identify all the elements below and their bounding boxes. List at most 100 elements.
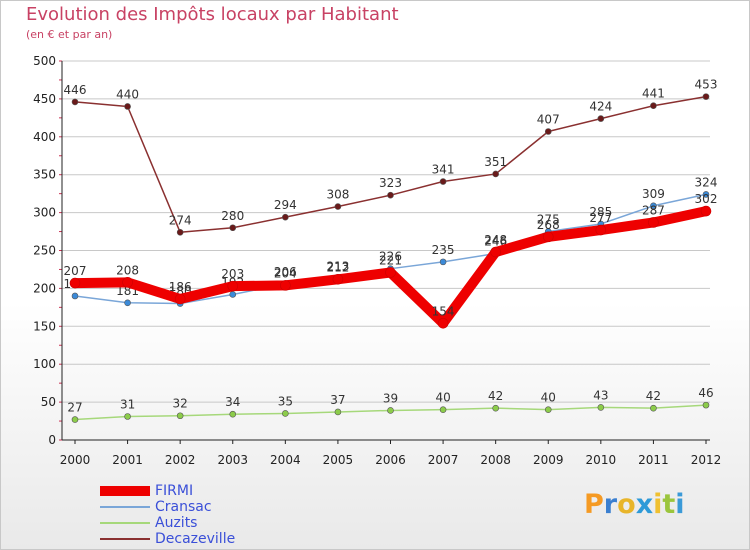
y-tick-label: 400 <box>33 130 56 144</box>
data-label-firmi: 287 <box>642 203 665 217</box>
data-point-firmi <box>174 293 186 305</box>
data-point-firmi <box>542 231 554 243</box>
data-label-cransac: 235 <box>432 243 455 257</box>
x-tick-label: 2001 <box>112 453 143 467</box>
data-label-decazeville: 453 <box>695 78 718 92</box>
data-label-firmi: 208 <box>116 263 139 277</box>
data-label-auzits: 42 <box>646 389 661 403</box>
legend-swatch-firmi <box>100 486 150 496</box>
legend-item-firmi: FIRMI <box>100 483 300 499</box>
data-label-firmi: 302 <box>695 192 718 206</box>
data-point-cransac <box>650 202 657 210</box>
data-label-decazeville: 351 <box>484 155 507 169</box>
logo-letter: r <box>603 489 618 520</box>
data-point-decazeville <box>71 98 79 106</box>
data-point-auzits <box>334 408 342 416</box>
data-label-auzits: 42 <box>488 389 503 403</box>
x-tick-label: 2000 <box>60 453 91 467</box>
data-point-firmi <box>490 246 501 258</box>
data-point-auzits <box>387 407 394 414</box>
data-label-auzits: 37 <box>330 393 345 407</box>
data-point-auzits <box>439 406 447 413</box>
data-point-firmi <box>385 267 396 278</box>
data-point-cransac <box>229 291 237 298</box>
data-label-firmi: 154 <box>432 304 455 318</box>
x-tick-label: 2012 <box>691 453 722 467</box>
y-tick-label: 100 <box>33 357 56 371</box>
y-tick-label: 350 <box>33 168 56 182</box>
legend-swatch-decazeville <box>100 538 150 540</box>
legend-label-auzits: Auzits <box>155 515 198 531</box>
data-label-firmi: 248 <box>484 233 507 247</box>
logo-letter: t <box>662 489 676 520</box>
x-tick-label: 2011 <box>638 453 669 467</box>
data-label-decazeville: 440 <box>116 87 139 101</box>
data-label-auzits: 27 <box>67 401 82 415</box>
data-point-auzits <box>702 401 710 409</box>
data-point-cransac <box>702 191 710 198</box>
x-tick-label: 2007 <box>428 453 459 467</box>
data-label-decazeville: 323 <box>379 176 402 190</box>
data-point-firmi <box>280 280 291 291</box>
data-point-firmi <box>700 205 712 217</box>
data-point-firmi <box>122 277 133 288</box>
y-tick-label: 0 <box>48 433 56 447</box>
data-point-auzits <box>229 410 237 418</box>
data-point-decazeville <box>229 224 237 232</box>
data-point-firmi <box>227 280 239 292</box>
y-tick-label: 250 <box>33 244 56 258</box>
data-label-decazeville: 274 <box>169 213 192 227</box>
data-label-firmi: 203 <box>221 267 244 281</box>
x-tick-label: 2002 <box>165 453 196 467</box>
data-point-auzits <box>650 404 657 412</box>
data-point-decazeville <box>702 93 710 100</box>
data-point-decazeville <box>439 178 447 185</box>
data-label-decazeville: 341 <box>432 163 455 177</box>
data-point-firmi <box>332 274 344 285</box>
logo-letter: i <box>653 489 663 520</box>
data-label-cransac: 309 <box>642 187 665 201</box>
data-label-decazeville: 446 <box>64 83 87 97</box>
data-point-decazeville <box>387 191 394 199</box>
logo-letter: i <box>675 489 685 520</box>
data-label-firmi: 212 <box>326 260 349 274</box>
data-point-auzits <box>71 416 79 423</box>
chart-title: Evolution des Impôts locaux par Habitant <box>26 4 399 25</box>
proxiti-logo: Proxiti <box>584 489 685 520</box>
x-tick-label: 2005 <box>323 453 354 467</box>
legend-item-auzits: Auzits <box>100 515 300 531</box>
data-label-decazeville: 424 <box>589 100 612 114</box>
x-tick-label: 2010 <box>586 453 617 467</box>
chart-subtitle: (en € et par an) <box>26 28 113 41</box>
data-label-auzits: 31 <box>120 398 135 412</box>
data-label-firmi: 221 <box>379 253 402 267</box>
data-label-cransac: 213 <box>326 260 349 274</box>
data-label-firmi: 268 <box>537 218 560 232</box>
data-point-auzits <box>597 404 605 411</box>
logo-letter: o <box>617 489 636 520</box>
legend-item-cransac: Cransac <box>100 499 300 515</box>
x-tick-label: 2003 <box>217 453 248 467</box>
legend-swatch-cransac <box>100 506 150 508</box>
legend-swatch-auzits <box>100 522 150 524</box>
logo-letter: x <box>635 489 654 520</box>
data-label-decazeville: 308 <box>326 188 349 202</box>
data-label-auzits: 46 <box>698 386 713 400</box>
y-tick-label: 200 <box>33 281 56 295</box>
data-label-decazeville: 280 <box>221 209 244 223</box>
data-label-cransac: 226 <box>379 250 402 264</box>
data-label-cransac: 275 <box>537 213 560 227</box>
data-point-cransac <box>124 299 131 307</box>
data-point-decazeville <box>492 170 499 178</box>
data-label-auzits: 43 <box>593 388 608 402</box>
logo-letter: P <box>584 489 604 520</box>
data-point-auzits <box>492 404 499 412</box>
x-tick-label: 2004 <box>270 453 301 467</box>
data-point-decazeville <box>544 128 552 135</box>
legend-item-decazeville: Decazeville <box>100 531 300 547</box>
data-point-decazeville <box>124 103 131 110</box>
y-tick-label: 500 <box>33 54 56 68</box>
legend-label-decazeville: Decazeville <box>155 531 236 547</box>
data-point-decazeville <box>650 102 657 110</box>
